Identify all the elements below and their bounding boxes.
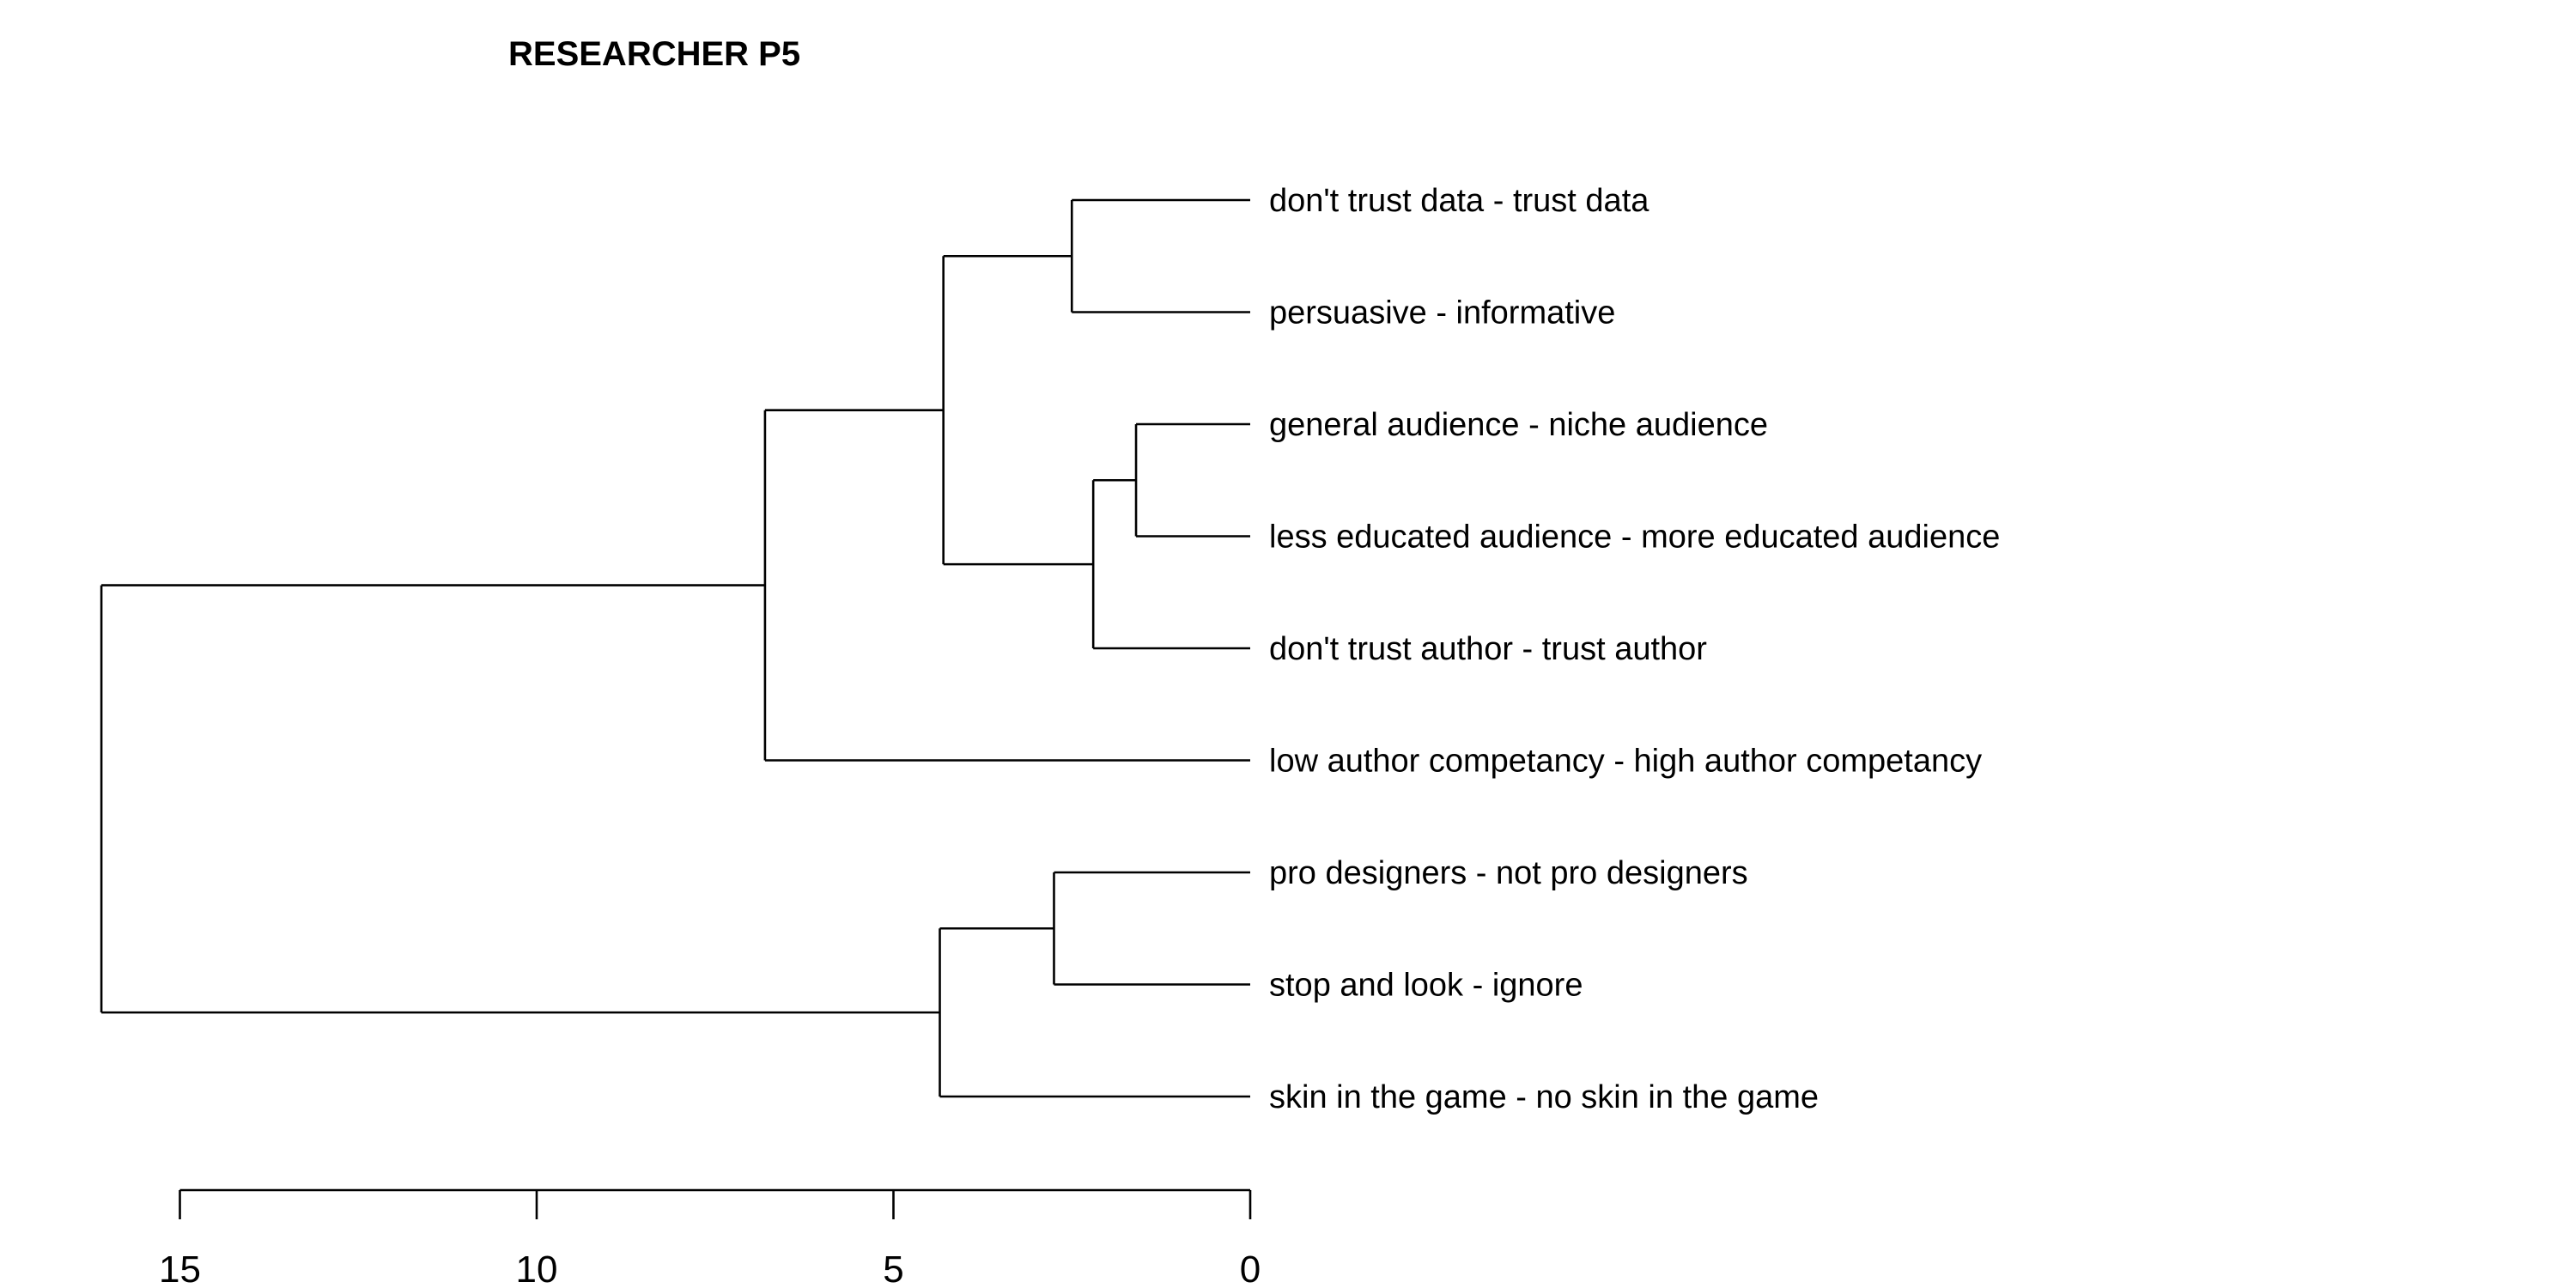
axis-tick-label: 0 (1240, 1249, 1261, 1288)
axis-tick-label: 15 (159, 1249, 201, 1288)
leaf-label: persuasive - informative (1269, 295, 1615, 331)
leaf-label: less educated audience - more educated a… (1269, 519, 2000, 556)
leaf-label: low author competancy - high author comp… (1269, 744, 1982, 780)
x-axis: 15 10 5 0 (159, 1188, 1261, 1288)
leaf-label: don't trust author - trust author (1269, 631, 1707, 667)
leaf-label: general audience - niche audience (1269, 407, 1768, 443)
leaf-label: don't trust data - trust data (1269, 183, 1649, 219)
leaf-label: stop and look - ignore (1269, 968, 1583, 1004)
axis-tick-label: 10 (516, 1249, 558, 1288)
chart-title: RESEARCHER P5 (508, 35, 800, 73)
leaf-label: pro designers - not pro designers (1269, 855, 1748, 891)
leaf-labels: don't trust data - trust data persuasive … (1269, 183, 2000, 1115)
dendrogram-branches (100, 198, 1250, 1098)
axis-tick-label: 5 (883, 1249, 903, 1288)
leaf-label: skin in the game - no skin in the game (1269, 1079, 1819, 1115)
